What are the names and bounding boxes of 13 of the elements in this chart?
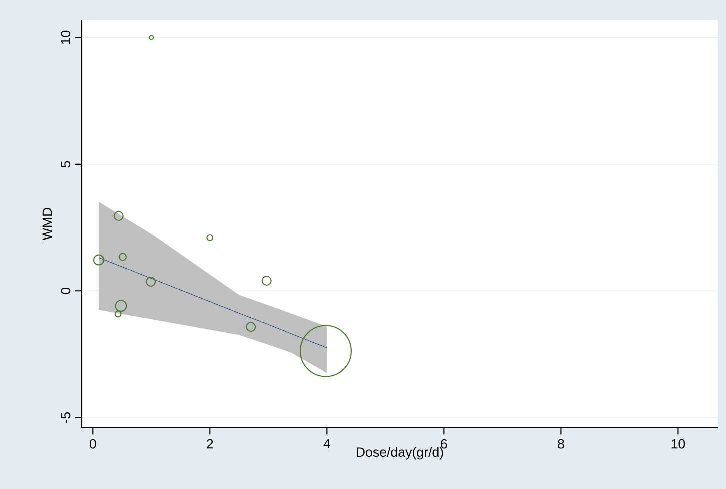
x-tick-label: 6 (441, 439, 448, 449)
y-tick-label: -5 (61, 412, 71, 424)
x-tick-label: 0 (90, 439, 96, 449)
x-tick-label: 10 (672, 439, 686, 449)
x-tick-label: 2 (207, 439, 214, 449)
y-tick-label: 0 (61, 288, 71, 294)
x-axis-title: Dose/day(gr/d) (356, 447, 444, 460)
line-series (98, 258, 328, 348)
x-tick-label: 8 (558, 439, 564, 449)
y-axis-title: WMD (42, 208, 52, 241)
y-tick-label: 10 (61, 30, 71, 44)
x-tick-label: 4 (324, 439, 330, 449)
y-tick-label: 5 (61, 161, 71, 168)
